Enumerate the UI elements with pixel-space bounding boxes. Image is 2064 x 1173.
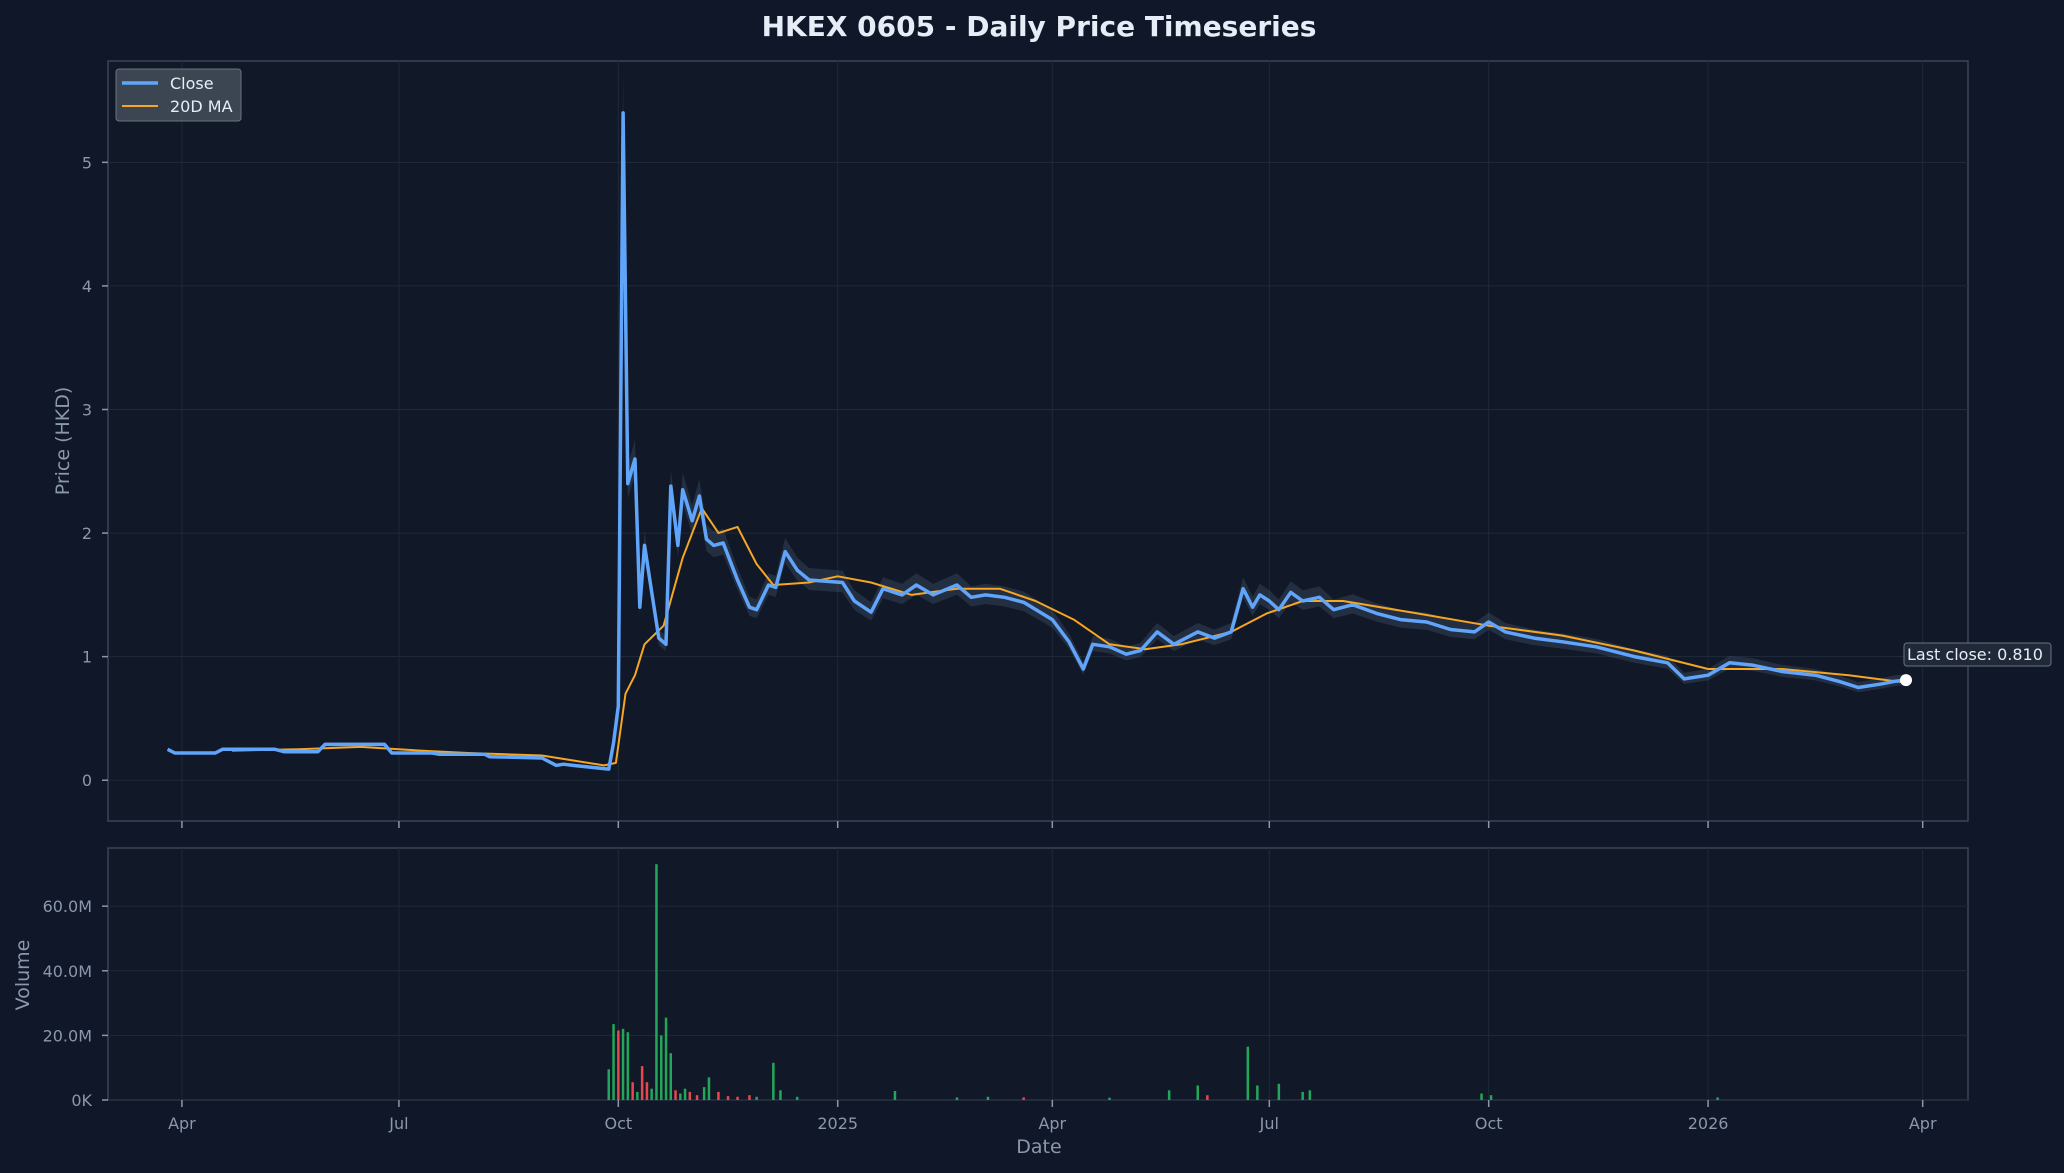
price-y-tick-label: 5 xyxy=(82,153,92,172)
volume-bar xyxy=(655,864,658,1100)
price-y-tick-label: 4 xyxy=(82,277,92,296)
x-tick-label: Oct xyxy=(1475,1114,1503,1133)
volume-bar xyxy=(1206,1095,1209,1100)
volume-bar xyxy=(636,1091,639,1100)
price-y-tick-label: 2 xyxy=(82,524,92,543)
volume-bar xyxy=(640,1066,644,1100)
x-tick-label: 2025 xyxy=(817,1114,858,1133)
volume-y-tick-label: 0K xyxy=(71,1091,92,1110)
x-axis-label: Date xyxy=(1016,1136,1061,1158)
volume-bar xyxy=(679,1093,682,1100)
price-y-axis-label: Price (HKD) xyxy=(52,387,74,496)
volume-bar xyxy=(1308,1090,1312,1100)
last-close-label: Last close: 0.810 xyxy=(1907,645,2043,664)
volume-bar xyxy=(695,1095,699,1100)
x-tick-label: Apr xyxy=(168,1114,196,1133)
volume-bar xyxy=(669,1053,672,1100)
volume-bar xyxy=(1301,1091,1304,1100)
volume-bars xyxy=(607,864,1719,1100)
price-axis-ticks: 0 1 2 3 4 5 xyxy=(82,153,108,790)
volume-bar xyxy=(660,1035,663,1100)
price-series-lines xyxy=(166,111,1907,771)
price-x-tick-marks xyxy=(181,821,1924,828)
volume-bar xyxy=(1489,1095,1493,1100)
volume-bar xyxy=(621,1028,625,1100)
volume-bar xyxy=(617,1030,620,1100)
volume-bar xyxy=(1716,1097,1719,1100)
volume-y-tick-label: 20.0M xyxy=(43,1026,92,1045)
volume-bar xyxy=(795,1096,799,1100)
price-y-tick-label: 0 xyxy=(82,771,92,790)
x-tick-label: 2026 xyxy=(1688,1114,1729,1133)
volume-bar xyxy=(1167,1090,1171,1100)
volume-bar xyxy=(1196,1085,1199,1100)
x-tick-label: Oct xyxy=(604,1114,632,1133)
volume-axis-ticks: 0K 20.0M 40.0M 60.0M xyxy=(43,897,108,1110)
volume-y-axis-label: Volume xyxy=(12,940,34,1011)
price-y-tick-label: 1 xyxy=(82,648,92,667)
volume-panel xyxy=(107,847,1969,1101)
volume-bar xyxy=(612,1024,615,1100)
x-tick-label: Jul xyxy=(1259,1114,1279,1133)
ma-line xyxy=(231,507,1907,767)
volume-bar xyxy=(755,1096,758,1100)
volume-bar xyxy=(664,1017,668,1100)
last-close-annotation: Last close: 0.810 xyxy=(1903,642,2052,667)
last-close-marker xyxy=(1900,674,1912,687)
x-tick-label: Apr xyxy=(1909,1114,1937,1133)
volume-bar xyxy=(683,1088,687,1100)
volume-bar xyxy=(674,1090,677,1100)
volume-bar xyxy=(726,1096,730,1100)
volume-bar xyxy=(707,1077,711,1100)
chart-title: HKEX 0605 - Daily Price Timeseries xyxy=(762,10,1317,43)
close-line xyxy=(166,111,1907,771)
volume-bar xyxy=(1246,1046,1250,1100)
volume-bar xyxy=(772,1062,775,1100)
volume-x-axis-ticks: Apr Jul Oct 2025 Apr Jul Oct 2026 Apr xyxy=(168,1100,1937,1133)
volume-bar xyxy=(645,1082,649,1100)
volume-bar xyxy=(955,1097,959,1100)
volume-bar xyxy=(736,1096,739,1100)
volume-bar xyxy=(748,1095,751,1100)
price-y-tick-label: 3 xyxy=(82,400,92,419)
legend-label-close: Close xyxy=(170,74,214,93)
legend: Close 20D MA xyxy=(115,68,242,122)
legend-label-ma: 20D MA xyxy=(170,97,233,116)
volume-bar xyxy=(626,1032,630,1100)
volume-bar xyxy=(1277,1083,1281,1100)
volume-bar xyxy=(1256,1085,1259,1100)
volume-bar xyxy=(986,1096,990,1100)
last-close-box xyxy=(1903,642,2052,667)
volume-bar xyxy=(893,1091,897,1100)
volume-y-tick-label: 40.0M xyxy=(43,962,92,981)
volume-bar xyxy=(688,1091,692,1100)
volume-bar xyxy=(607,1069,610,1100)
volume-bar xyxy=(1480,1093,1483,1100)
volume-bar xyxy=(1022,1097,1025,1100)
volume-y-tick-label: 60.0M xyxy=(43,897,92,916)
volume-bar xyxy=(702,1087,706,1100)
x-tick-label: Apr xyxy=(1038,1114,1066,1133)
volume-bar xyxy=(779,1090,782,1100)
x-tick-label: Jul xyxy=(388,1114,408,1133)
volume-bar xyxy=(650,1088,653,1100)
volume-bar xyxy=(631,1082,634,1100)
volume-gridlines xyxy=(108,848,1968,1101)
volume-bar xyxy=(717,1091,720,1100)
volume-bar xyxy=(1108,1097,1111,1100)
price-panel xyxy=(107,60,1969,822)
